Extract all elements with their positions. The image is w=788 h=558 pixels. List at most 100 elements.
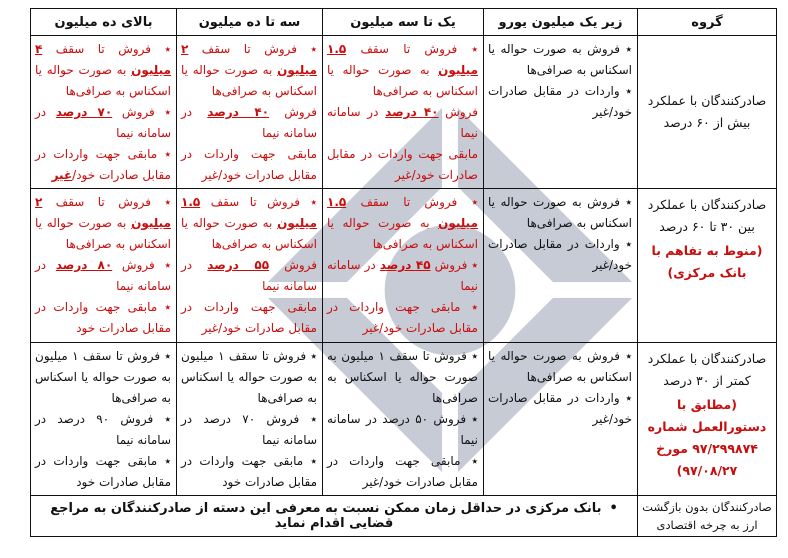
rule-cell: ٭ فروش تا سقف ۱.۵ میلیون به صورت حواله ی… bbox=[322, 188, 484, 343]
rule-item: ٭ فروش تا سقف ۱ میلیون به صورت حواله یا … bbox=[327, 346, 478, 409]
rule-text: به صورت حواله یا اسکناس به صرافی‌ها bbox=[327, 63, 478, 98]
rule-item: ٭ فروش به صورت حواله یا اسکناس به صرافی‌… bbox=[488, 39, 632, 81]
rule-text: در سامانه نیما bbox=[35, 258, 171, 293]
rule-item: ٭ مابقی جهت واردات در مقابل صادرات خود bbox=[35, 451, 171, 493]
rule-text: فروش bbox=[112, 258, 155, 272]
bullet-star-icon: ٭ bbox=[157, 147, 171, 161]
rule-cell: ٭ فروش به صورت حواله یا اسکناس به صرافی‌… bbox=[483, 35, 638, 189]
table-row-1: صادرکنندگان با عملکرد بیش از ۶۰ درصد ٭ فر… bbox=[30, 35, 777, 189]
rule-text: فروش تا سقف ۱ میلیون به صورت حواله یا اس… bbox=[35, 349, 171, 405]
footer-note-cell: • بانک مرکزی در حداقل زمان ممکن نسبت به م… bbox=[30, 495, 638, 537]
rule-cell: ٭ فروش تا سقف ۱ میلیون به صورت حواله یا … bbox=[176, 342, 323, 496]
rule-item: ٭ فروش به صورت حواله یا اسکناس به صرافی‌… bbox=[488, 346, 632, 388]
bullet-star-icon: ٭ bbox=[619, 195, 632, 209]
header-group: گروه bbox=[637, 8, 777, 36]
rule-threshold-value: ۷۰ درصد bbox=[55, 105, 113, 119]
rule-text: در سامانه نیما bbox=[181, 105, 317, 140]
group-cell: صادرکنندگان با عملکرد بین ۳۰ تا ۶۰ درصد (… bbox=[637, 188, 777, 343]
bullet-star-icon: ٭ bbox=[619, 349, 632, 363]
header-3-to-10m: سه تا ده میلیون bbox=[176, 8, 323, 36]
rule-item: ٭ فروش به صورت حواله یا اسکناس به صرافی‌… bbox=[488, 192, 632, 234]
rule-cell: ٭ فروش تا سقف ۱.۵ میلیون به صورت حواله ی… bbox=[322, 35, 484, 189]
rule-text: فروش تا سقف ۱ میلیون به صورت حواله یا اس… bbox=[327, 349, 478, 405]
rule-item: ٭ فروش ۸۰ درصد در سامانه نیما bbox=[35, 255, 171, 297]
footer-group-cell: صادرکنندگان بدون بازگشت ارز به چرخه اقتص… bbox=[637, 495, 777, 537]
rule-cell: ٭ فروش تا سقف ۱ میلیون به صورت حواله یا … bbox=[322, 342, 484, 496]
rule-item: ٭ فروش تا سقف ۱ میلیون به صورت حواله یا … bbox=[181, 346, 317, 409]
rule-threshold-value: ۱.۵ میلیون bbox=[327, 42, 478, 77]
bullet-star-icon: ٭ bbox=[466, 349, 478, 363]
rule-threshold-value: ۴ میلیون bbox=[35, 42, 171, 77]
bullet-star-icon: ٭ bbox=[154, 105, 171, 119]
rule-threshold-value: ۲ میلیون bbox=[35, 195, 171, 230]
bullet-star-icon: ٭ bbox=[297, 42, 317, 56]
rule-text: مابقی جهت واردات در مقابل صادرات خود bbox=[35, 300, 171, 335]
bullet-star-icon: ٭ bbox=[299, 195, 317, 209]
rule-text: فروش ۵۰ درصد در سامانه نیما bbox=[327, 412, 478, 447]
rule-text: فروش تا سقف bbox=[42, 195, 152, 209]
rule-threshold-value: غیر bbox=[51, 168, 73, 182]
rule-item: ٭ مابقی جهت واردات در مقابل صادرات خود/غ… bbox=[35, 144, 171, 186]
rule-text: به صورت حواله یا اسکناس به صرافی‌ها bbox=[35, 63, 171, 98]
rule-item: ٭ فروش تا سقف ۱.۵ میلیون به صورت حواله ی… bbox=[181, 192, 317, 255]
rule-text: واردات در مقابل صادرات خود/غیر bbox=[488, 84, 632, 119]
rule-text: واردات در مقابل صادرات خود/غیر bbox=[488, 237, 632, 272]
rule-threshold-value: ۱.۵ میلیون bbox=[327, 195, 478, 230]
header-over-10m: بالای ده میلیون bbox=[30, 8, 177, 36]
rule-text: به صورت حواله یا اسکناس به صرافی‌ها bbox=[327, 216, 478, 251]
rule-text: واردات در مقابل صادرات خود/غیر bbox=[488, 391, 632, 426]
rule-item: ٭ مابقی جهت واردات در مقابل صادرات خود bbox=[35, 297, 171, 339]
rule-item: مابقی جهت واردات در مقابل صادرات خود/غیر bbox=[327, 144, 478, 186]
rule-item: ٭ فروش ۵۰ درصد در سامانه نیما bbox=[327, 409, 478, 451]
rule-item: ٭ فروش تا سقف ۴ میلیون به صورت حواله یا … bbox=[35, 39, 171, 102]
rule-item: فروش ۵۵ درصد در سامانه نیما bbox=[181, 255, 317, 297]
rule-threshold-value: ۲ میلیون bbox=[181, 42, 317, 77]
rule-item: ٭ فروش تا سقف ۱.۵ میلیون به صورت حواله ی… bbox=[327, 192, 478, 255]
rule-text: مابقی جهت واردات در مقابل صادرات خود bbox=[181, 454, 317, 489]
bullet-star-icon: ٭ bbox=[460, 300, 478, 314]
rule-text: در سامانه نیما bbox=[181, 258, 317, 293]
rule-text: در سامانه نیما bbox=[327, 258, 478, 293]
bullet-star-icon: ٭ bbox=[467, 258, 479, 272]
bullet-star-icon: ٭ bbox=[157, 454, 171, 468]
rule-cell: ٭ فروش تا سقف ۱.۵ میلیون به صورت حواله ی… bbox=[176, 188, 323, 343]
bullet-star-icon: ٭ bbox=[619, 391, 632, 405]
header-1-to-3m: یک تا سه میلیون bbox=[322, 8, 484, 36]
rule-cell: ٭ فروش به صورت حواله یا اسکناس به صرافی‌… bbox=[483, 342, 638, 496]
rule-text: فروش به صورت حواله یا اسکناس به صرافی‌ها bbox=[488, 349, 632, 384]
rule-threshold-value: ۵۵ درصد bbox=[207, 258, 270, 272]
rule-text: مابقی جهت واردات در مقابل صادرات خود/غیر bbox=[181, 300, 317, 335]
bullet-star-icon: ٭ bbox=[160, 349, 172, 363]
rule-item: مابقی جهت واردات در مقابل صادرات خود/غیر bbox=[181, 144, 317, 186]
rule-text: فروش تا سقف bbox=[188, 42, 298, 56]
group-label: صادرکنندگان با عملکرد بین ۳۰ تا ۶۰ درصد bbox=[647, 197, 767, 234]
bullet-star-icon: ٭ bbox=[619, 42, 632, 56]
rule-text: مابقی جهت واردات در مقابل صادرات خود/ bbox=[35, 147, 171, 182]
rule-item: ٭ فروش تا سقف ۲ میلیون به صورت حواله یا … bbox=[181, 39, 317, 102]
rule-text: به صورت حواله یا اسکناس به صرافی‌ها bbox=[181, 216, 317, 251]
rule-text: در سامانه نیما bbox=[327, 105, 478, 140]
rule-item: ٭ فروش تا سقف ۲ میلیون به صورت حواله یا … bbox=[35, 192, 171, 255]
rule-text: مابقی جهت واردات در مقابل صادرات خود bbox=[35, 454, 171, 489]
table-row-3: صادرکنندگان با عملکرد کمتر از ۳۰ درصد (مط… bbox=[30, 342, 777, 496]
table-row-2: صادرکنندگان با عملکرد بین ۳۰ تا ۶۰ درصد (… bbox=[30, 188, 777, 343]
footer-note-text: بانک مرکزی در حداقل زمان ممکن نسبت به مع… bbox=[50, 501, 602, 531]
bullet-star-icon: ٭ bbox=[157, 300, 171, 314]
bullet-dot-icon: • bbox=[609, 501, 618, 516]
bullet-star-icon: ٭ bbox=[151, 42, 171, 56]
bullet-star-icon: ٭ bbox=[619, 237, 632, 251]
rule-text: فروش bbox=[430, 258, 468, 272]
bullet-star-icon: ٭ bbox=[457, 195, 478, 209]
rule-text: مابقی جهت واردات در مقابل صادرات خود/غیر bbox=[327, 147, 478, 182]
rule-cell: ٭ فروش به صورت حواله یا اسکناس به صرافی‌… bbox=[483, 188, 638, 343]
rule-text: فروش به صورت حواله یا اسکناس به صرافی‌ها bbox=[488, 195, 632, 230]
group-label: صادرکنندگان با عملکرد کمتر از ۳۰ درصد bbox=[647, 351, 767, 388]
rule-text: فروش bbox=[112, 105, 155, 119]
bullet-star-icon: ٭ bbox=[466, 412, 478, 426]
rule-item: ٭ مابقی جهت واردات در مقابل صادرات خود/غ… bbox=[327, 451, 478, 493]
rule-text: فروش به صورت حواله یا اسکناس به صرافی‌ها bbox=[488, 42, 632, 77]
bullet-star-icon: ٭ bbox=[460, 454, 478, 468]
rule-item: ٭ مابقی جهت واردات در مقابل صادرات خود/غ… bbox=[327, 297, 478, 339]
rule-threshold-value: ۴۰ درصد bbox=[207, 105, 270, 119]
